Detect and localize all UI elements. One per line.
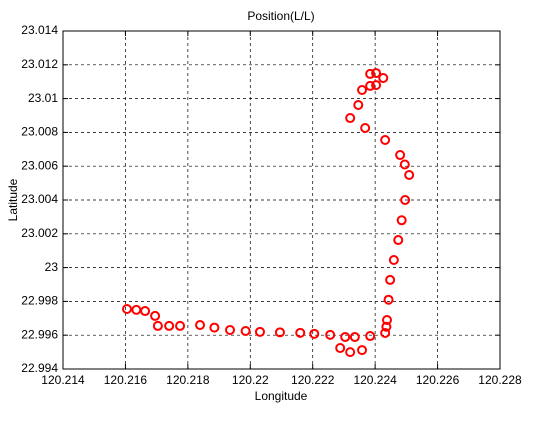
data-point (175, 320, 186, 331)
x-tick-label: 120.22 (232, 373, 269, 387)
data-point (393, 235, 404, 246)
data-point (335, 343, 346, 354)
x-tick-label: 120.224 (353, 373, 397, 387)
data-point (340, 332, 351, 343)
data-point (383, 294, 394, 305)
data-point (325, 329, 336, 340)
y-tick-label: 22.996 (21, 327, 58, 341)
data-point (399, 159, 410, 170)
y-tick-label: 23.01 (28, 91, 58, 105)
data-point (345, 113, 356, 124)
data-point (209, 322, 220, 333)
y-tick-label: 23.004 (21, 192, 58, 206)
data-point (254, 326, 265, 337)
data-point (400, 195, 411, 205)
x-tick-label: 120.214 (41, 373, 85, 387)
data-point (353, 100, 364, 111)
y-tick-label: 23.002 (21, 226, 58, 240)
x-tick-label: 120.228 (478, 373, 522, 387)
data-point (309, 328, 320, 339)
data-point (365, 80, 376, 91)
y-axis-label: Latitude (6, 178, 20, 221)
data-point (195, 320, 206, 331)
data-point (150, 310, 161, 321)
data-point (224, 324, 235, 335)
data-point (357, 345, 368, 356)
y-tick-label: 23.008 (21, 125, 58, 139)
data-point (380, 328, 391, 339)
data-point (152, 320, 163, 331)
data-point (164, 320, 175, 331)
data-point (396, 215, 407, 226)
y-tick-label: 22.994 (21, 361, 58, 375)
data-point (365, 68, 376, 79)
data-point (121, 304, 132, 315)
x-tick-label: 120.222 (291, 373, 335, 387)
data-point (371, 68, 382, 79)
y-tick-label: 23.006 (21, 158, 58, 172)
y-tick-label: 23 (45, 260, 59, 274)
data-point (240, 325, 251, 336)
data-point (360, 123, 371, 134)
x-tick-label: 120.226 (416, 373, 460, 387)
data-point (131, 304, 142, 315)
data-point (295, 327, 306, 338)
data-point (349, 332, 360, 343)
data-point (380, 135, 391, 146)
data-point (274, 327, 285, 338)
y-tick-label: 23.014 (21, 23, 58, 37)
data-point (381, 321, 392, 332)
data-point (140, 306, 151, 317)
data-point (395, 150, 406, 161)
data-point (357, 84, 368, 95)
data-point (378, 72, 389, 83)
data-point (371, 80, 382, 91)
data-point (365, 331, 376, 342)
x-tick-label: 120.218 (166, 373, 210, 387)
x-tick-label: 120.216 (104, 373, 148, 387)
data-point (382, 314, 393, 325)
data-point (388, 254, 399, 265)
data-point (404, 169, 415, 180)
data-point (345, 347, 356, 358)
data-point (385, 274, 396, 285)
y-tick-label: 23.012 (21, 57, 58, 71)
y-tick-label: 22.998 (21, 294, 58, 308)
x-axis-label: Longitude (255, 389, 308, 403)
plot-frame (62, 30, 501, 370)
chart-title: Position(L/L) (247, 9, 314, 23)
